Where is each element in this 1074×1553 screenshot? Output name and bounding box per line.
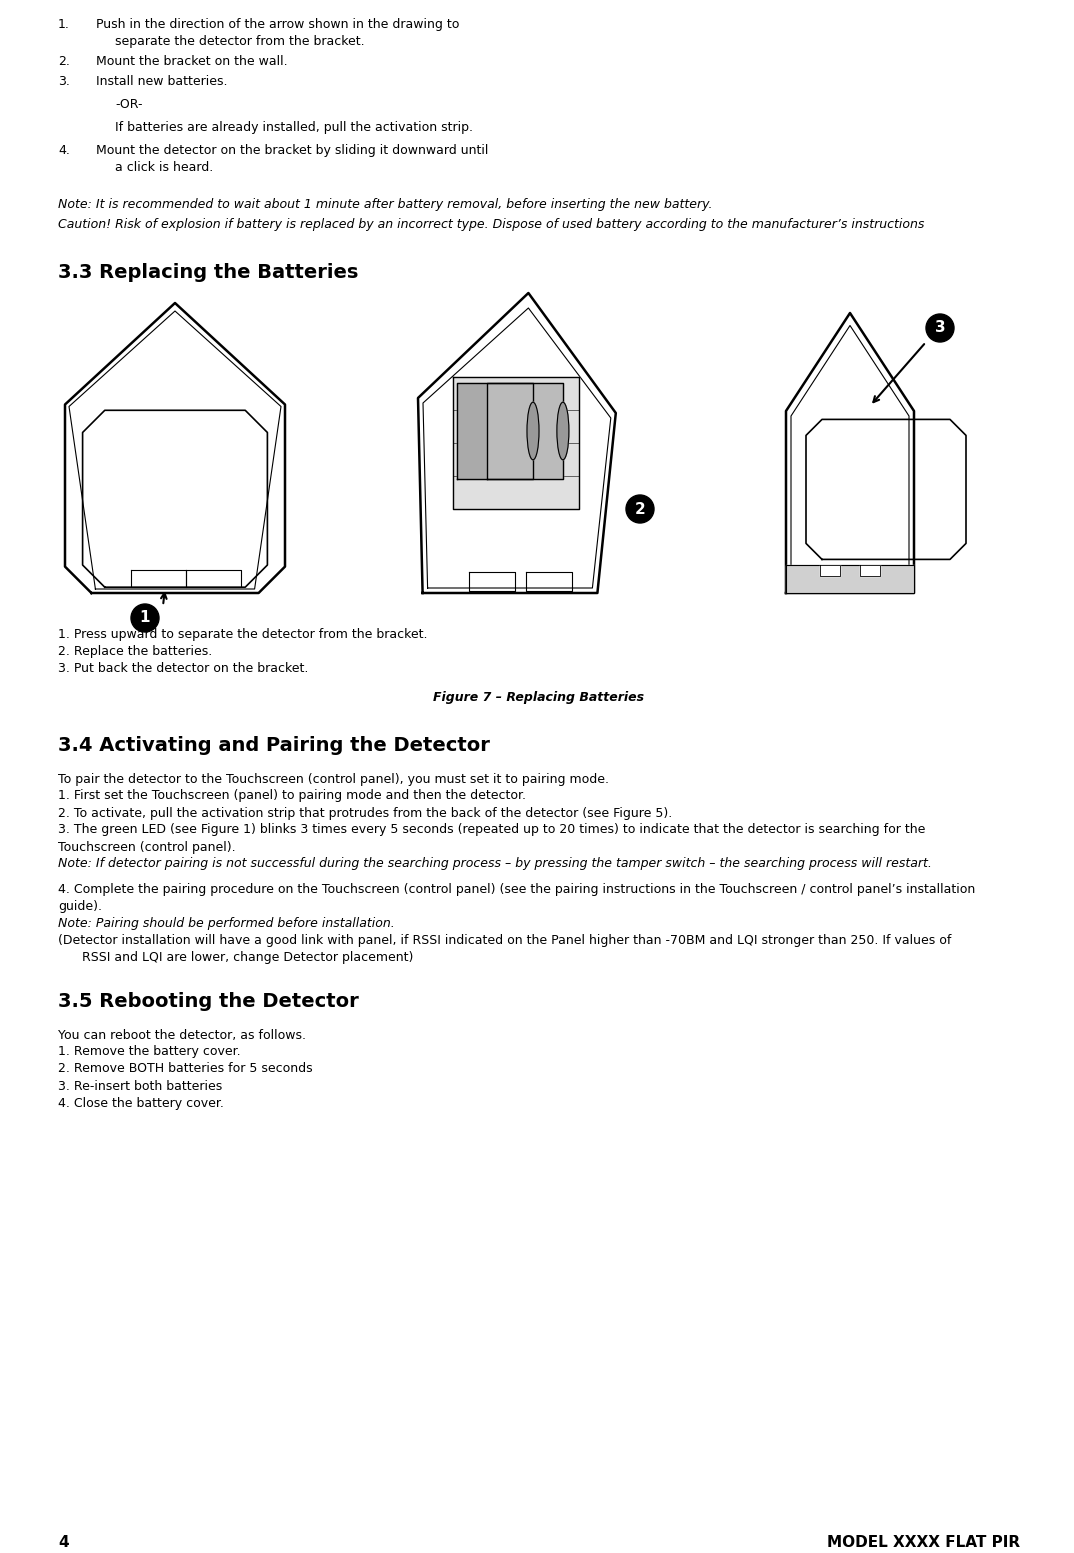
Text: separate the detector from the bracket.: separate the detector from the bracket. <box>115 36 365 48</box>
Text: Figure 7 – Replacing Batteries: Figure 7 – Replacing Batteries <box>434 691 644 704</box>
Text: 3. Put back the detector on the bracket.: 3. Put back the detector on the bracket. <box>58 662 308 676</box>
Text: 2. Replace the batteries.: 2. Replace the batteries. <box>58 644 213 658</box>
Text: Install new batteries.: Install new batteries. <box>96 75 228 89</box>
Text: You can reboot the detector, as follows.: You can reboot the detector, as follows. <box>58 1028 306 1042</box>
Circle shape <box>626 495 654 523</box>
Text: 1. Remove the battery cover.: 1. Remove the battery cover. <box>58 1045 241 1059</box>
Text: Touchscreen (control panel).: Touchscreen (control panel). <box>58 840 235 854</box>
Text: 3.3 Replacing the Batteries: 3.3 Replacing the Batteries <box>58 262 359 283</box>
Text: Mount the detector on the bracket by sliding it downward until: Mount the detector on the bracket by sli… <box>96 144 489 157</box>
Text: Mount the bracket on the wall.: Mount the bracket on the wall. <box>96 54 288 68</box>
Polygon shape <box>66 303 285 593</box>
Text: RSSI and LQI are lower, change Detector placement): RSSI and LQI are lower, change Detector … <box>58 950 413 964</box>
Circle shape <box>131 604 159 632</box>
Text: a click is heard.: a click is heard. <box>115 162 214 174</box>
Text: 4. Close the battery cover.: 4. Close the battery cover. <box>58 1096 223 1109</box>
Polygon shape <box>487 384 563 478</box>
Polygon shape <box>786 314 914 593</box>
Text: 2.: 2. <box>58 54 70 68</box>
Text: 1.: 1. <box>58 19 70 31</box>
Polygon shape <box>786 565 914 593</box>
Text: Caution! Risk of explosion if battery is replaced by an incorrect type. Dispose : Caution! Risk of explosion if battery is… <box>58 217 925 231</box>
Polygon shape <box>821 565 840 576</box>
Ellipse shape <box>557 402 569 460</box>
Text: Push in the direction of the arrow shown in the drawing to: Push in the direction of the arrow shown… <box>96 19 460 31</box>
Text: 2. To activate, pull the activation strip that protrudes from the back of the de: 2. To activate, pull the activation stri… <box>58 806 672 820</box>
Polygon shape <box>418 294 615 593</box>
Text: 3.4 Activating and Pairing the Detector: 3.4 Activating and Pairing the Detector <box>58 736 490 755</box>
Polygon shape <box>452 377 579 509</box>
Ellipse shape <box>527 402 539 460</box>
Polygon shape <box>458 384 533 478</box>
Text: 4.: 4. <box>58 144 70 157</box>
Text: To pair the detector to the Touchscreen (control panel), you must set it to pair: To pair the detector to the Touchscreen … <box>58 772 609 786</box>
Text: Note: Pairing should be performed before installation.: Note: Pairing should be performed before… <box>58 916 395 930</box>
Text: 1: 1 <box>140 610 150 626</box>
Text: 1. First set the Touchscreen (panel) to pairing mode and then the detector.: 1. First set the Touchscreen (panel) to … <box>58 789 526 803</box>
Circle shape <box>926 314 954 342</box>
Text: 2: 2 <box>635 502 645 517</box>
Text: 1. Press upward to separate the detector from the bracket.: 1. Press upward to separate the detector… <box>58 627 427 641</box>
Text: 4. Complete the pairing procedure on the Touchscreen (control panel) (see the pa: 4. Complete the pairing procedure on the… <box>58 884 975 896</box>
Text: 3.: 3. <box>58 75 70 89</box>
Text: (Detector installation will have a good link with panel, if RSSI indicated on th: (Detector installation will have a good … <box>58 933 952 947</box>
Text: guide).: guide). <box>58 901 102 913</box>
Text: 2. Remove BOTH batteries for 5 seconds: 2. Remove BOTH batteries for 5 seconds <box>58 1062 313 1076</box>
Text: Note: It is recommended to wait about 1 minute after battery removal, before ins: Note: It is recommended to wait about 1 … <box>58 197 712 211</box>
Text: If batteries are already installed, pull the activation strip.: If batteries are already installed, pull… <box>115 121 473 134</box>
Text: Note: If detector pairing is not successful during the searching process – by pr: Note: If detector pairing is not success… <box>58 857 932 871</box>
Text: 3.5 Rebooting the Detector: 3.5 Rebooting the Detector <box>58 992 359 1011</box>
Text: 3. The green LED (see Figure 1) blinks 3 times every 5 seconds (repeated up to 2: 3. The green LED (see Figure 1) blinks 3… <box>58 823 926 837</box>
Text: MODEL XXXX FLAT PIR: MODEL XXXX FLAT PIR <box>827 1534 1020 1550</box>
Polygon shape <box>860 565 880 576</box>
Text: 3: 3 <box>934 320 945 335</box>
Text: 3. Re-insert both batteries: 3. Re-insert both batteries <box>58 1079 222 1092</box>
Text: 4: 4 <box>58 1534 69 1550</box>
Text: -OR-: -OR- <box>115 98 143 110</box>
